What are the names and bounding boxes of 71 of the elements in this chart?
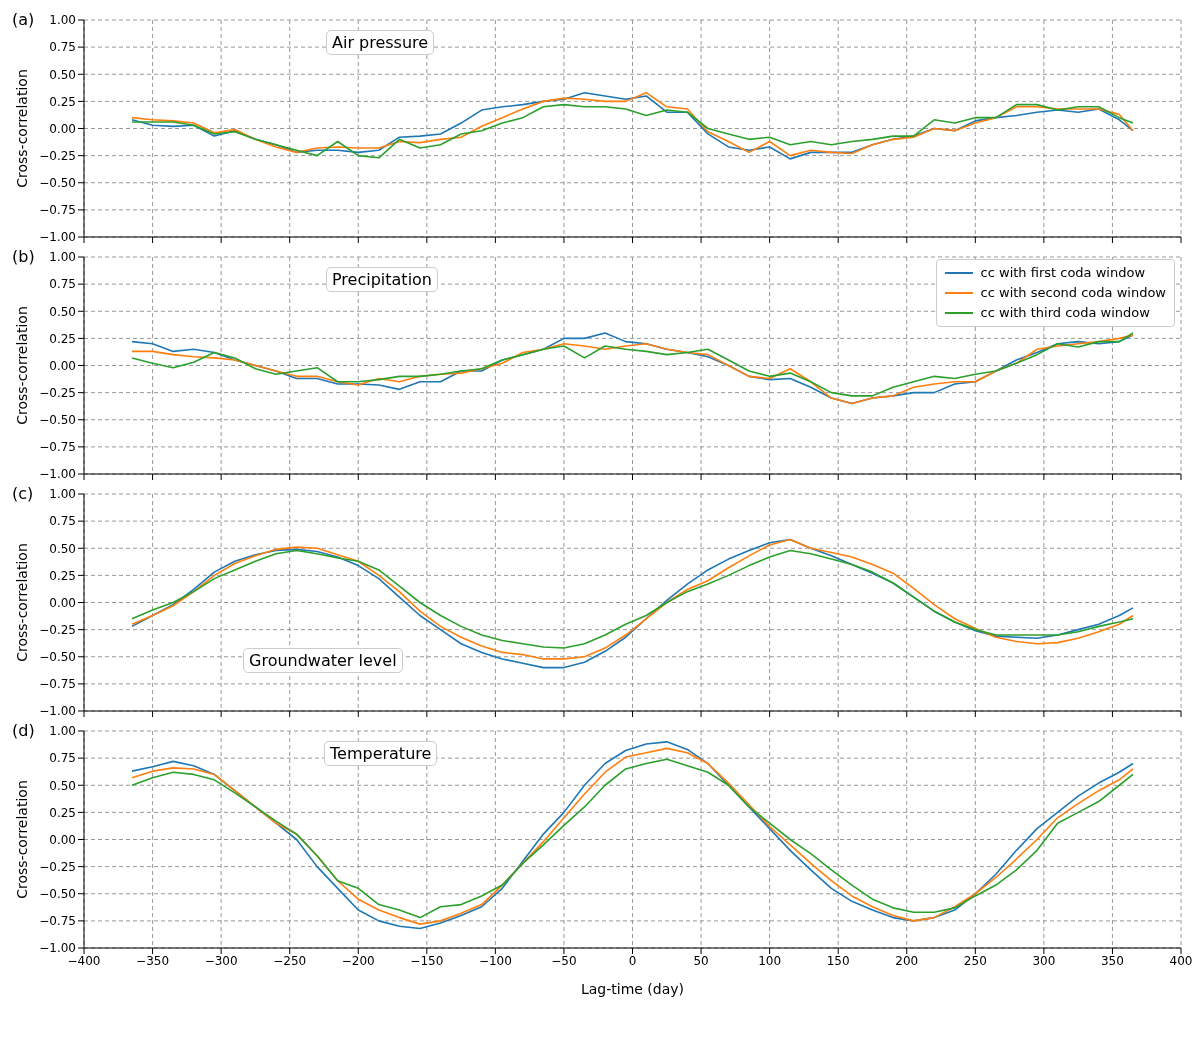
x-tick-label: −350 (136, 953, 170, 968)
x-tick-label: −50 (551, 953, 577, 968)
y-tick-label: −1.00 (39, 230, 76, 245)
y-tick-label: 0.25 (49, 805, 76, 820)
x-tick-label: 250 (963, 953, 987, 968)
x-tick-label: −250 (273, 953, 307, 968)
y-tick-label: −1.00 (39, 704, 76, 719)
y-tick-label: 1.00 (49, 487, 76, 502)
line-series (131, 103, 1134, 159)
x-tick-label: −150 (410, 953, 444, 968)
y-tick-label: −0.50 (39, 176, 76, 191)
y-tick-label: −0.25 (39, 622, 76, 637)
chart-title: (b) (12, 247, 35, 266)
y-tick-label: −1.00 (39, 467, 76, 482)
y-tick-label: 0.75 (49, 40, 76, 55)
x-tick-label: −200 (341, 953, 375, 968)
annotation: Air pressure (326, 30, 435, 55)
y-tick-label: 0.75 (49, 751, 76, 766)
y-tick-label: 1.00 (49, 13, 76, 28)
y-tick-label: 0.00 (49, 832, 76, 847)
x-tick-label: 300 (1032, 953, 1056, 968)
x-axis-title: Lag-time (day) (580, 981, 685, 997)
y-tick-label: −0.50 (39, 650, 76, 665)
y-axis-title: Cross-correlation (13, 69, 30, 188)
y-tick-label: 0.50 (49, 304, 76, 319)
x-tick-label: 350 (1100, 953, 1124, 968)
y-tick-label: 0.25 (49, 568, 76, 583)
y-axis-title: Cross-correlation (13, 543, 30, 662)
annotation: Temperature (324, 741, 438, 766)
y-tick-label: −1.00 (39, 941, 76, 956)
y-tick-label: −0.75 (39, 203, 76, 218)
y-tick-label: 1.00 (49, 724, 76, 739)
y-tick-label: −0.75 (39, 914, 76, 929)
x-tick-label: 50 (693, 953, 709, 968)
y-tick-label: 0.00 (49, 595, 76, 610)
y-tick-label: 0.50 (49, 541, 76, 556)
y-tick-label: 0.50 (49, 67, 76, 82)
y-tick-label: −0.25 (39, 859, 76, 874)
y-tick-label: −0.25 (39, 148, 76, 163)
annotation: Precipitation (326, 267, 439, 292)
x-tick-label: 400 (1169, 953, 1193, 968)
chart-title: (d) (12, 721, 35, 740)
legend-label: cc with third coda window (980, 304, 1150, 322)
annotation: Groundwater level (243, 648, 403, 673)
line-series (131, 549, 1134, 649)
y-tick-label: −0.50 (39, 413, 76, 428)
chart-title: (c) (12, 484, 34, 503)
x-tick-label: 0 (628, 953, 637, 968)
y-tick-label: 0.75 (49, 514, 76, 529)
y-tick-label: 0.25 (49, 94, 76, 109)
y-axis-title: Cross-correlation (13, 780, 30, 899)
x-tick-label: 100 (758, 953, 782, 968)
x-tick-label: 150 (826, 953, 850, 968)
x-tick-label: −300 (204, 953, 238, 968)
x-tick-label: −400 (67, 953, 101, 968)
chart-title: (a) (12, 10, 35, 29)
y-tick-label: −0.50 (39, 887, 76, 902)
y-tick-label: 0.50 (49, 778, 76, 793)
y-tick-label: −0.25 (39, 385, 76, 400)
y-tick-label: 1.00 (49, 250, 76, 265)
x-tick-label: −100 (478, 953, 512, 968)
x-tick-label: 200 (895, 953, 919, 968)
y-tick-label: 0.00 (49, 121, 76, 136)
y-axis-title: Cross-correlation (13, 306, 30, 425)
legend-label: cc with second coda window (980, 284, 1166, 302)
y-tick-label: −0.75 (39, 677, 76, 692)
y-tick-label: 0.75 (49, 277, 76, 292)
legend-label: cc with first coda window (980, 264, 1146, 282)
y-tick-label: 0.25 (49, 331, 76, 346)
y-tick-label: 0.00 (49, 358, 76, 373)
y-tick-label: −0.75 (39, 440, 76, 455)
